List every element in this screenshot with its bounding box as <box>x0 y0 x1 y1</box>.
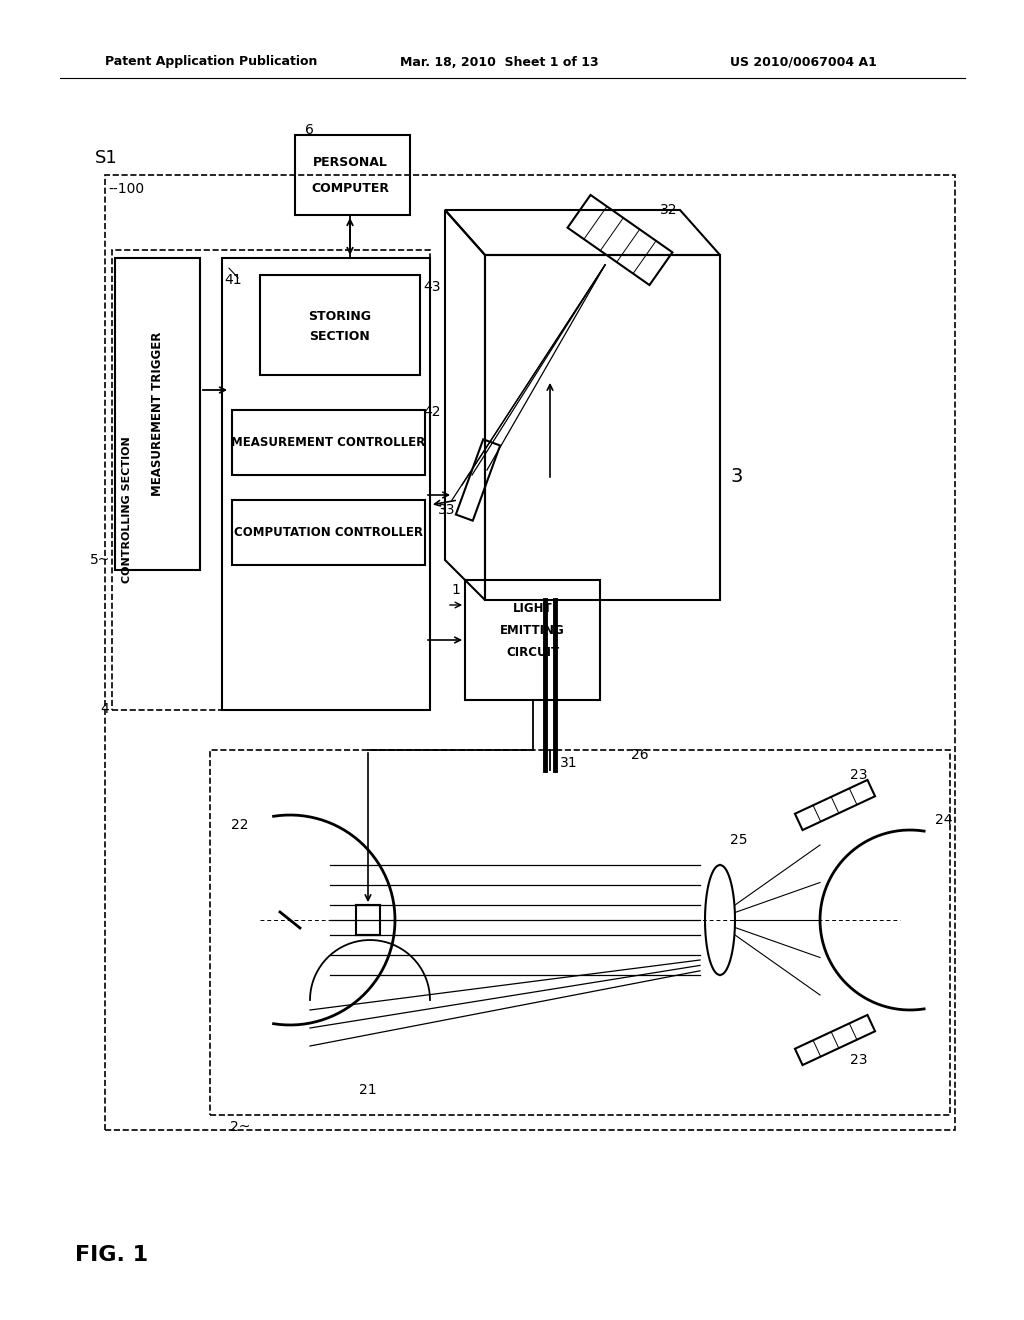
Text: 25: 25 <box>730 833 748 847</box>
Text: 22: 22 <box>231 818 249 832</box>
Text: 41: 41 <box>224 273 242 286</box>
Text: 4: 4 <box>100 702 109 715</box>
Text: STORING: STORING <box>308 310 372 323</box>
Text: 1: 1 <box>452 583 460 597</box>
Text: Patent Application Publication: Patent Application Publication <box>105 55 317 69</box>
Text: US 2010/0067004 A1: US 2010/0067004 A1 <box>730 55 877 69</box>
Text: EMITTING: EMITTING <box>500 623 565 636</box>
Bar <box>260 275 420 375</box>
Bar <box>232 411 425 475</box>
Text: 31: 31 <box>560 756 578 770</box>
Text: --100: --100 <box>108 182 144 195</box>
Text: PERSONAL: PERSONAL <box>312 157 387 169</box>
Text: 23: 23 <box>850 768 867 781</box>
Bar <box>112 249 430 710</box>
Text: SECTION: SECTION <box>309 330 371 343</box>
Text: COMPUTER: COMPUTER <box>311 181 389 194</box>
Text: COMPUTATION CONTROLLER: COMPUTATION CONTROLLER <box>234 525 423 539</box>
Text: 2~: 2~ <box>230 1119 251 1134</box>
Bar <box>222 257 430 710</box>
Text: 5~: 5~ <box>90 553 110 568</box>
Text: 6: 6 <box>305 123 314 137</box>
Bar <box>465 579 600 700</box>
Text: Mar. 18, 2010  Sheet 1 of 13: Mar. 18, 2010 Sheet 1 of 13 <box>400 55 599 69</box>
Bar <box>210 750 950 1115</box>
Text: 23: 23 <box>850 1053 867 1067</box>
Text: 26: 26 <box>631 748 649 762</box>
Text: 43: 43 <box>423 280 440 294</box>
Text: FIG. 1: FIG. 1 <box>75 1245 148 1265</box>
Bar <box>295 135 410 215</box>
Text: 3: 3 <box>730 467 742 487</box>
Bar <box>115 257 200 570</box>
Bar <box>232 500 425 565</box>
Text: 21: 21 <box>359 1082 377 1097</box>
Text: 42: 42 <box>423 405 440 418</box>
Text: CIRCUIT: CIRCUIT <box>506 645 559 659</box>
Text: S1: S1 <box>95 149 118 168</box>
Bar <box>105 176 955 1130</box>
Text: CONTROLLING SECTION: CONTROLLING SECTION <box>122 437 132 583</box>
Text: 33: 33 <box>437 503 455 517</box>
Text: LIGHT: LIGHT <box>513 602 552 615</box>
Text: MEASUREMENT TRIGGER: MEASUREMENT TRIGGER <box>151 331 164 496</box>
Text: 32: 32 <box>660 203 678 216</box>
Text: 24: 24 <box>935 813 952 828</box>
Text: MEASUREMENT CONTROLLER: MEASUREMENT CONTROLLER <box>231 436 426 449</box>
Bar <box>356 906 380 935</box>
